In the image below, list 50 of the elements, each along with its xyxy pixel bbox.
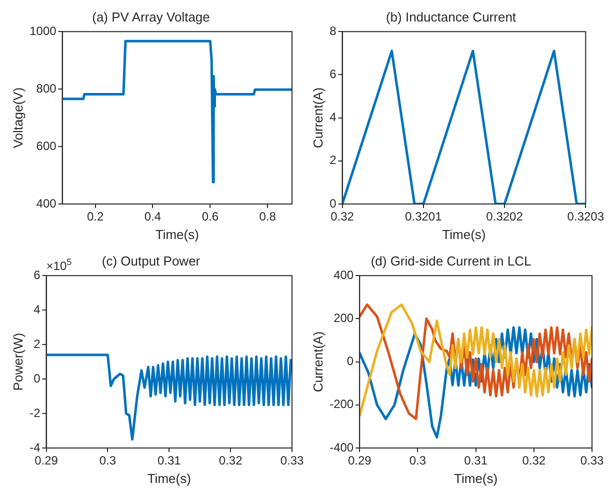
y-tick-label: 0: [330, 196, 337, 210]
y-tick-label: 6: [330, 67, 337, 82]
x-tick-label: 0.3: [99, 454, 116, 468]
y-tick-label: 600: [36, 138, 57, 153]
x-tick-label: 0.8: [259, 210, 276, 224]
y-axis-title: Voltage(V): [10, 87, 26, 148]
x-tick-label: 0.3201: [405, 210, 442, 224]
y-tick-label: 1000: [30, 24, 57, 38]
x-tick-label: 0.31: [157, 454, 182, 468]
y-tick-label: 400: [36, 196, 57, 210]
y-tick-label: 4: [330, 110, 337, 124]
x-tick-label: 0.32: [522, 454, 546, 468]
x-tick-label: 0.33: [580, 454, 604, 468]
y-tick-label: -200: [330, 397, 354, 412]
y-tick-label: 6: [34, 268, 41, 282]
y-axis-title: Current(A): [310, 87, 326, 148]
y-tick-label: 0: [346, 354, 354, 368]
y-tick-label: 2: [330, 153, 337, 168]
x-axis-title: Time(s): [442, 226, 486, 242]
x-tick-label: 0.31: [464, 454, 488, 468]
x-tick-label: 0.3203: [567, 210, 604, 224]
y-tick-label: 800: [36, 81, 57, 96]
y-tick-label: -2: [30, 406, 41, 420]
y-tick-label: 400: [334, 268, 354, 282]
x-tick-label: 0.3: [409, 454, 426, 468]
chart-title: (a) PV Array Voltage: [92, 9, 210, 24]
x-tick-label: 0.3202: [486, 210, 524, 224]
x-axis-title: Time(s): [147, 470, 191, 486]
y-axis-title: Current(A): [310, 331, 326, 392]
chart-title: (d) Grid-side Current in LCL: [370, 253, 532, 268]
x-tick-label: 0.32: [218, 454, 243, 468]
x-tick-label: 0.2: [86, 210, 104, 224]
chart-title: (b) Inductance Current: [386, 9, 516, 24]
x-tick-label: 0.32: [330, 210, 354, 224]
x-tick-label: 0.6: [202, 210, 219, 224]
x-axis-title: Time(s): [155, 226, 199, 242]
y-tick-label: 0: [34, 371, 41, 386]
y-tick-label: 4: [34, 302, 41, 316]
y-tick-label: -400: [330, 440, 354, 454]
x-tick-label: 0.29: [348, 454, 372, 468]
y-tick-label: 200: [334, 311, 354, 326]
x-tick-label: 0.4: [144, 210, 162, 224]
y-tick-label: 8: [330, 24, 337, 38]
y-tick-label: 2: [34, 336, 41, 351]
y-axis-title: Power(W): [10, 332, 26, 391]
x-tick-label: 0.29: [34, 454, 58, 468]
chart-title: (c) Output Power: [102, 253, 201, 268]
x-tick-label: 0.33: [280, 454, 304, 468]
x-axis-title: Time(s): [454, 470, 498, 486]
y-tick-label: -4: [30, 440, 41, 454]
